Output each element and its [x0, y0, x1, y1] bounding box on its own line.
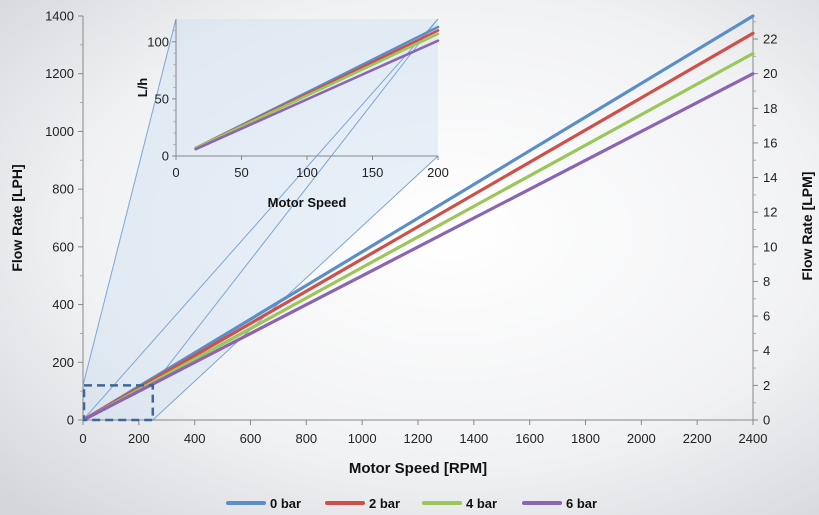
series-line-2-bar — [85, 31, 755, 420]
y2-tick-label: 4 — [763, 343, 770, 358]
inset-y-axis-title: L/h — [135, 78, 150, 98]
inset-y-tick-label: 50 — [155, 91, 169, 106]
x-tick-label: 2400 — [739, 431, 768, 446]
y2-tick-label: 18 — [763, 101, 777, 116]
x-tick-label: 800 — [295, 431, 317, 446]
y2-tick-label: 6 — [763, 309, 770, 324]
x-tick-label: 600 — [240, 431, 262, 446]
inset-x-tick-label: 50 — [234, 165, 248, 180]
x-tick-label: 400 — [184, 431, 206, 446]
inset-x-tick-label: 150 — [362, 165, 384, 180]
y-tick-label: 1400 — [45, 9, 74, 24]
inset-series-line-6-bar — [194, 39, 440, 151]
y2-tick-label: 20 — [763, 66, 777, 81]
y2-tick-label: 10 — [763, 239, 777, 254]
x-axis-title: Motor Speed [RPM] — [349, 460, 487, 477]
y2-tick-label: 22 — [763, 32, 777, 47]
zoom-connector-line — [152, 18, 439, 386]
y-tick-label: 800 — [52, 182, 74, 197]
zoom-connector-line — [82, 18, 177, 386]
y-tick-label: 600 — [52, 239, 74, 254]
legend-label: 2 bar — [369, 496, 400, 511]
x-tick-label: 200 — [128, 431, 150, 446]
x-tick-label: 2200 — [683, 431, 712, 446]
y2-tick-label: 8 — [763, 274, 770, 289]
y2-tick-label: 0 — [763, 413, 770, 428]
y-tick-label: 0 — [67, 413, 74, 428]
inset-y-tick-label: 0 — [162, 149, 169, 164]
y-tick-label: 400 — [52, 297, 74, 312]
series-line-0-bar — [85, 14, 755, 420]
x-tick-label: 2000 — [627, 431, 656, 446]
y-tick-label: 1000 — [45, 124, 74, 139]
x-tick-label: 1400 — [459, 431, 488, 446]
y2-axis-title: Flow Rate [LPM] — [799, 172, 815, 281]
x-tick-label: 1200 — [404, 431, 433, 446]
legend-label: 4 bar — [466, 496, 497, 511]
inset-y-tick-label: 100 — [147, 34, 169, 49]
inset-plot: 0 50 100 150 200 0 50 100 Motor Speed L/h — [135, 19, 449, 210]
zoom-connector-line — [82, 18, 439, 421]
series-line-4-bar — [85, 51, 755, 420]
inset-x-tick-label: 100 — [296, 165, 318, 180]
y-tick-label: 1200 — [45, 66, 74, 81]
legend: 0 bar 2 bar 4 bar 6 bar — [226, 496, 597, 511]
x-tick-label: 1000 — [348, 431, 377, 446]
inset-series-line-4-bar — [194, 32, 440, 150]
x-tick-label: 0 — [79, 431, 86, 446]
legend-label: 0 bar — [270, 496, 301, 511]
y2-tick-label: 12 — [763, 205, 777, 220]
y2-tick-label: 2 — [763, 378, 770, 393]
y2-tick-label: 16 — [763, 135, 777, 150]
zoom-projection — [82, 18, 439, 421]
main-plot: 0 200 400 600 800 1000 1200 1400 1600 1800 2000 220… — [9, 9, 815, 478]
legend-label: 6 bar — [566, 496, 597, 511]
series-line-6-bar — [85, 72, 755, 420]
y-axis-title: Flow Rate [LPH] — [9, 164, 25, 271]
x-tick-label: 1800 — [571, 431, 600, 446]
x-tick-label: 1600 — [515, 431, 544, 446]
y2-tick-label: 14 — [763, 170, 777, 185]
zoom-region-box — [82, 384, 155, 422]
inset-x-tick-label: 0 — [172, 165, 179, 180]
zoom-connector-line — [152, 155, 439, 421]
y-tick-label: 200 — [52, 355, 74, 370]
inset-x-tick-label: 200 — [427, 165, 449, 180]
inset-x-axis-title: Motor Speed — [268, 195, 347, 210]
